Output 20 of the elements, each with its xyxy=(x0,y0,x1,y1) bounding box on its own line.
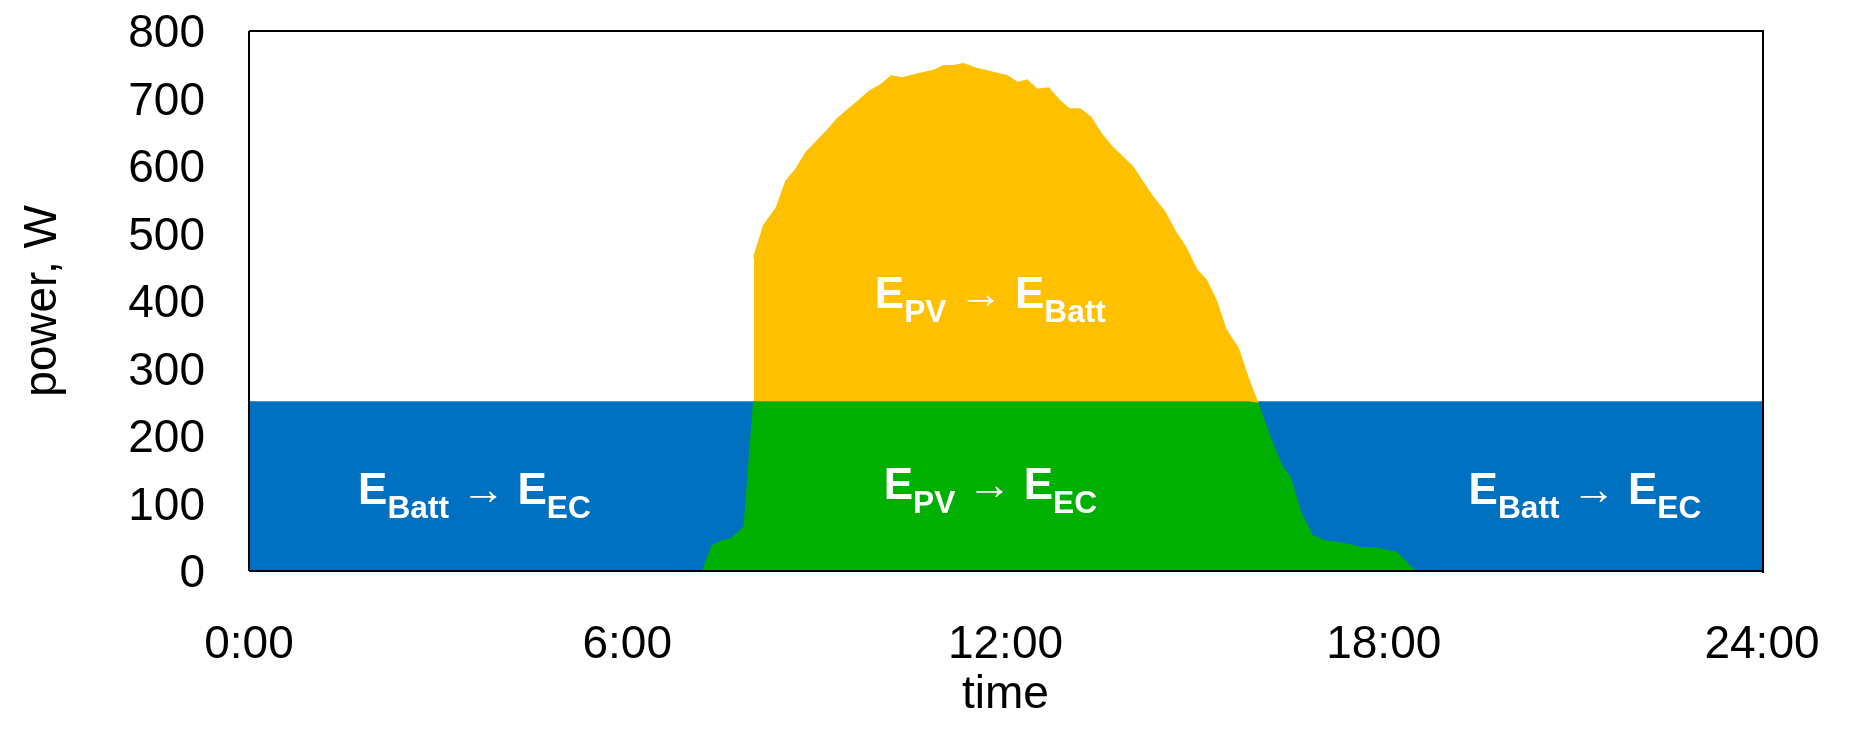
y-tick-label: 600 xyxy=(128,140,205,193)
x-tick-label: 24:00 xyxy=(1704,615,1820,668)
y-tick-label: 0 xyxy=(179,545,205,598)
y-tick-label: 100 xyxy=(128,477,205,530)
y-tick-label: 300 xyxy=(128,342,205,395)
annotation: E$_{PV}$ → E$_{Batt}$ xyxy=(874,267,1107,329)
x-tick-label: 6:00 xyxy=(582,615,673,668)
annotation: E$_{Batt}$ → E$_{EC}$ xyxy=(358,463,591,526)
x-tick-label: 12:00 xyxy=(947,615,1064,668)
y-tick-label: 700 xyxy=(128,72,205,125)
x-tick-label: 18:00 xyxy=(1326,615,1442,668)
y-tick-label: 800 xyxy=(128,5,205,58)
y-tick-label: 200 xyxy=(128,410,205,463)
x-axis-title: time xyxy=(962,666,1049,718)
x-tick-label: 0:00 xyxy=(204,615,294,668)
y-axis-title: power, W xyxy=(14,204,66,397)
y-tick-label: 500 xyxy=(128,207,205,260)
annotation: E$_{Batt}$ → E$_{EC}$ xyxy=(1468,463,1702,526)
annotation: E$_{PV}$ → E$_{EC}$ xyxy=(883,458,1098,521)
y-tick-label: 400 xyxy=(128,275,205,328)
